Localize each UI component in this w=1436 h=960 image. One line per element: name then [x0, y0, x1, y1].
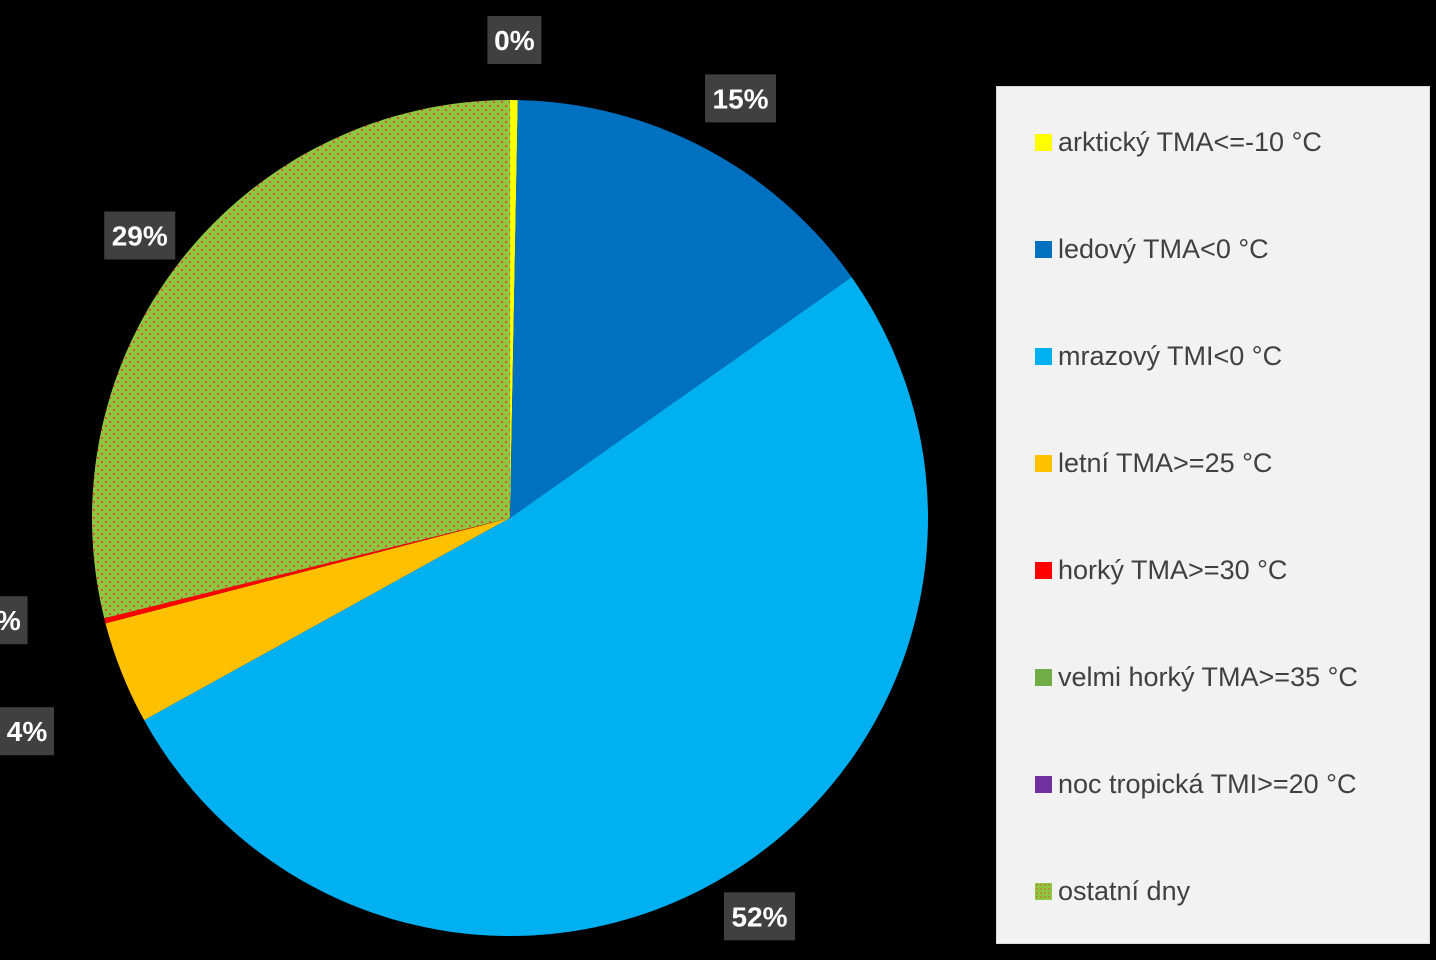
data-label-4: 0% — [0, 596, 28, 645]
legend: arktický TMA<=-10 °C ledový TMA<0 °C mrazo… — [996, 86, 1430, 944]
data-label-7: 29% — [104, 211, 176, 260]
legend-label: noc tropická TMI>=20 °C — [1058, 768, 1357, 799]
svg-text:4%: 4% — [7, 716, 48, 747]
svg-text:29%: 29% — [112, 221, 168, 252]
legend-item-2: mrazový TMI<0 °C — [1035, 339, 1282, 373]
legend-label: velmi horký TMA>=35 °C — [1058, 661, 1358, 692]
legend-label: ledový TMA<0 °C — [1058, 233, 1269, 264]
legend-item-0: arktický TMA<=-10 °C — [1035, 125, 1322, 159]
svg-text:15%: 15% — [713, 83, 769, 114]
slice-0-arkticky-tma-10-c — [510, 100, 518, 518]
svg-text:52%: 52% — [731, 901, 787, 932]
legend-label: ostatní dny — [1058, 875, 1191, 906]
data-label-3: 4% — [0, 707, 54, 756]
data-label-1: 15% — [705, 74, 777, 123]
data-label-0: 0% — [487, 16, 542, 65]
legend-swatch — [1035, 454, 1052, 472]
slice-1-ledovy-tma-0-c — [510, 100, 852, 518]
svg-text:0%: 0% — [494, 25, 535, 56]
legend-item-6: noc tropická TMI>=20 °C — [1035, 767, 1356, 801]
legend-swatch — [1035, 240, 1052, 258]
legend-label: arktický TMA<=-10 °C — [1058, 126, 1322, 157]
slice-2-mrazovy-tmi-0-c — [144, 277, 929, 937]
legend-swatch — [1035, 668, 1052, 686]
legend-swatch — [1035, 347, 1052, 365]
legend-label: horký TMA>=30 °C — [1058, 554, 1288, 585]
legend-item-4: horký TMA>=30 °C — [1035, 553, 1287, 587]
legend-swatch — [1035, 561, 1052, 579]
slice-7-ostatni-dny — [92, 100, 511, 619]
legend-item-1: ledový TMA<0 °C — [1035, 232, 1269, 266]
legend-swatch — [1035, 882, 1052, 900]
legend-item-5: velmi horký TMA>=35 °C — [1035, 660, 1358, 694]
svg-text:0%: 0% — [0, 605, 21, 636]
legend-swatch — [1035, 133, 1052, 151]
slice-3-letni-tma-25-c — [105, 518, 511, 721]
legend-label: mrazový TMI<0 °C — [1058, 340, 1283, 371]
data-label-2: 52% — [723, 892, 795, 941]
slice-4-horky-tma-30-c — [104, 518, 510, 624]
legend-item-7: ostatní dny — [1035, 874, 1190, 908]
legend-swatch — [1035, 775, 1052, 793]
legend-item-3: letní TMA>=25 °C — [1035, 446, 1272, 480]
legend-label: letní TMA>=25 °C — [1058, 447, 1273, 478]
